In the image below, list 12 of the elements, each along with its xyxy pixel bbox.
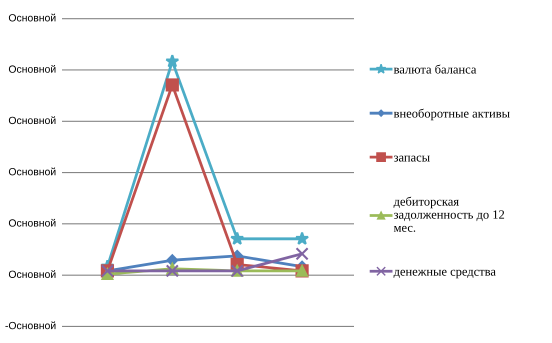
text: Основной: [8, 218, 56, 227]
text: Основной: [8, 64, 56, 73]
text: Основной: [8, 116, 56, 124]
legend-label: дебиторская задолженность до 12 мес.: [394, 196, 504, 232]
legend-label: валюта баланса: [394, 64, 476, 74]
legend-label: денежные средства: [394, 270, 496, 278]
text: Основной: [8, 14, 56, 22]
text: Основной: [8, 270, 56, 278]
text: -Основной: [5, 321, 56, 330]
text: Основной: [8, 168, 56, 176]
legend-label: внеоборотные активы: [394, 108, 510, 120]
legend-label: запасы: [394, 156, 430, 162]
